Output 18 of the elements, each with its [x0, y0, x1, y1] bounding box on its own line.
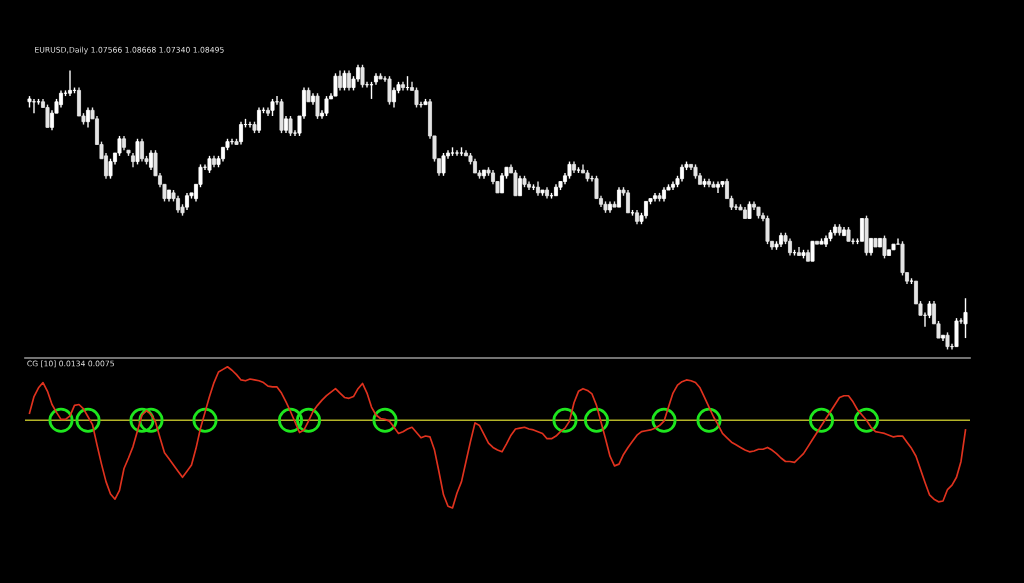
candlestick — [360, 64, 365, 89]
candlestick — [342, 69, 347, 92]
candlestick — [963, 297, 968, 339]
candlestick — [333, 72, 338, 97]
candlestick — [288, 115, 293, 137]
candlestick — [324, 95, 329, 117]
candlestick — [882, 234, 887, 260]
candlestick — [387, 75, 392, 106]
candlestick — [315, 92, 320, 120]
candlestick — [135, 138, 140, 166]
candlestick — [45, 103, 50, 129]
candlestick — [864, 214, 869, 257]
candlestick — [279, 98, 284, 134]
candlestick — [954, 317, 959, 348]
candlestick — [810, 240, 815, 262]
candlestick — [414, 86, 419, 109]
candlestick — [815, 240, 819, 245]
candlestick — [441, 152, 446, 177]
